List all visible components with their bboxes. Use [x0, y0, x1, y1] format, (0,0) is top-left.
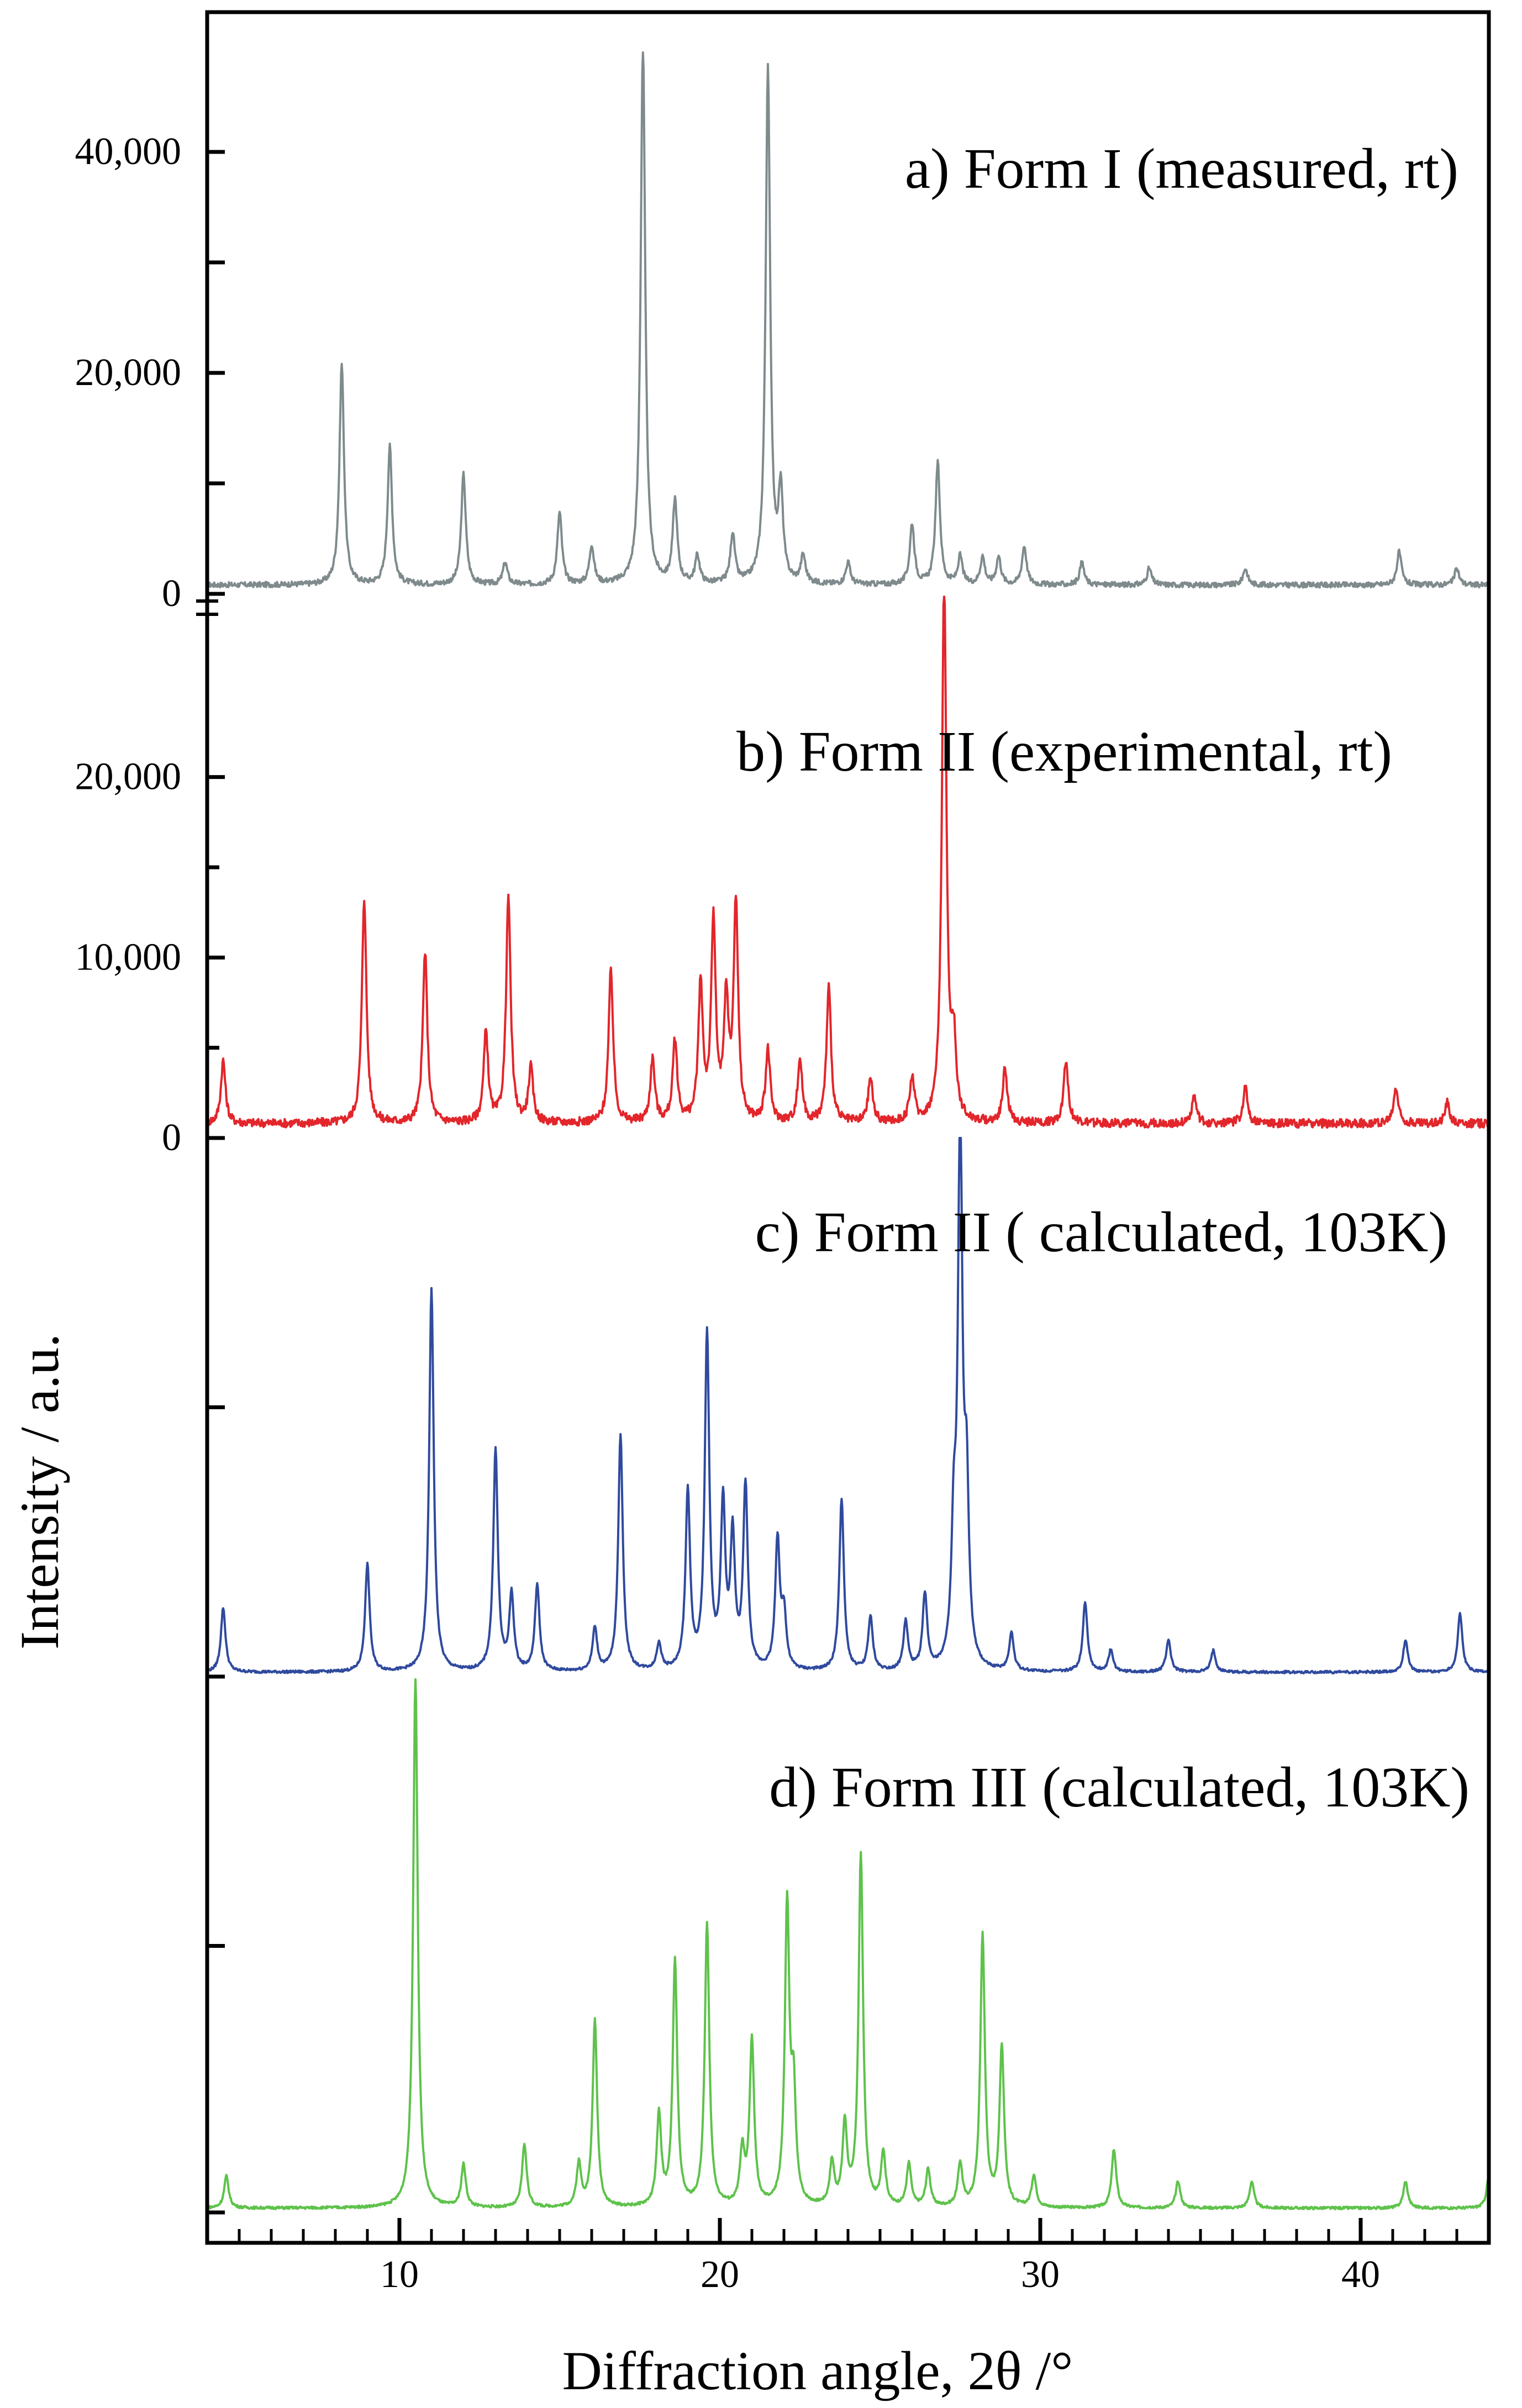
- trace-a: [207, 51, 1490, 589]
- y-tick-label-b-1: 10,000: [75, 936, 182, 978]
- x-tick-label-30: 30: [1021, 2253, 1060, 2296]
- x-axis-label: Diffraction angle, 2θ /°: [562, 2340, 1073, 2401]
- x-tick-label-10: 10: [380, 2253, 419, 2296]
- y-tick-label-a-2: 40,000: [75, 130, 182, 173]
- label-layer: a) Form I (measured, rt) b) Form II (exp…: [9, 137, 1470, 2401]
- trace-c: [206, 1137, 1490, 1675]
- panel-b-title: b) Form II (experimental, rt): [736, 720, 1392, 783]
- panel-a-title: a) Form I (measured, rt): [905, 137, 1458, 201]
- panel-d-title: d) Form III (calculated, 103K): [769, 1756, 1470, 1819]
- plot-frame: 0 20,000 40,000 0 10,000 20,000 10 20 30 40: [75, 10, 1491, 2296]
- panel-c-title: c) Form II ( calculated, 103K): [755, 1200, 1447, 1264]
- y-tick-label-a-1: 20,000: [75, 351, 182, 394]
- y-tick-label-b-0: 0: [162, 1116, 181, 1159]
- y-tick-label-a-0: 0: [162, 572, 181, 615]
- x-tick-label-20: 20: [701, 2253, 739, 2296]
- trace-layer: [206, 51, 1490, 2211]
- x-tick-label-40: 40: [1341, 2253, 1380, 2296]
- trace-b: [206, 596, 1489, 1129]
- y-tick-label-b-2: 20,000: [75, 756, 182, 798]
- trace-d: [207, 1678, 1490, 2211]
- y-axis-label: Intensity / a.u.: [9, 1334, 70, 1650]
